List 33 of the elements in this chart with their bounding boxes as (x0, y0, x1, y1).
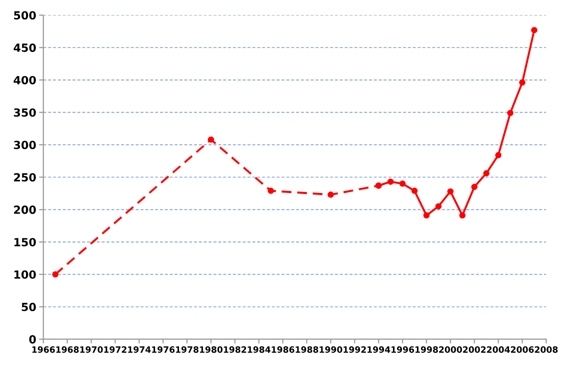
x-tick-label: 2000 (439, 346, 462, 353)
y-tick-label: 0 (29, 335, 36, 344)
y-tick-label: 400 (14, 76, 36, 84)
x-tick-label: 1972 (104, 346, 126, 353)
x-tick-label: 1996 (392, 346, 414, 353)
y-tick-label: 250 (14, 173, 36, 182)
x-tick-label: 2002 (463, 346, 486, 353)
x-tick-label: 1984 (248, 346, 270, 353)
x-tick-label: 1978 (176, 346, 198, 353)
x-tick-label: 1968 (56, 346, 79, 353)
x-tick-label: 1990 (320, 346, 342, 353)
y-tick-label: 350 (14, 108, 36, 117)
y-tick-label: 200 (14, 206, 36, 214)
y-tick-label: 100 (14, 270, 36, 279)
x-tick-label: 1974 (128, 346, 151, 353)
x-tick-label: 1994 (368, 346, 390, 353)
x-tick-label: 1988 (296, 346, 318, 353)
x-tick-label: 1980 (200, 346, 223, 353)
x-tick-label: 1976 (152, 346, 175, 353)
y-tick-label: 300 (14, 140, 36, 150)
x-tick-label: 1970 (80, 346, 103, 353)
x-tick-label: 2004 (487, 346, 510, 353)
x-tick-label: 1998 (415, 346, 438, 353)
x-tick-label: 1992 (344, 346, 366, 353)
y-tick-label: 450 (14, 44, 36, 52)
x-tick-label: 1986 (272, 346, 294, 353)
x-tick-label: 1982 (224, 346, 246, 353)
x-tick-label: 2008 (534, 346, 558, 353)
y-tick-label: 500 (14, 11, 36, 20)
y-tick-label: 150 (14, 238, 36, 246)
x-tick-label: 1966 (32, 346, 55, 353)
x-tick-label: 2006 (510, 346, 534, 353)
y-tick-label: 50 (22, 302, 36, 312)
